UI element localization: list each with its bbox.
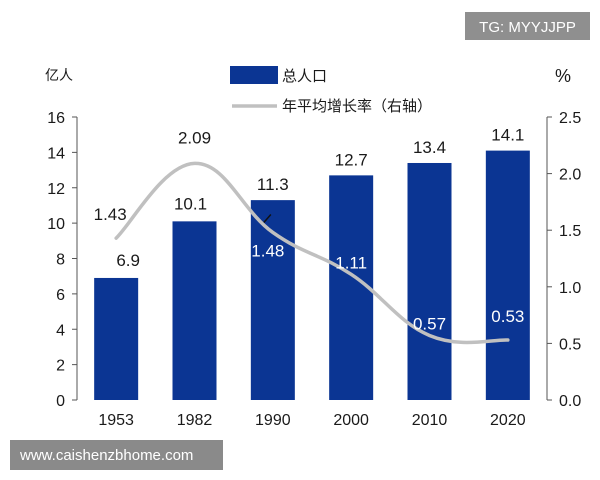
left-tick-label: 8 <box>56 252 65 269</box>
line-value-label: 1.43 <box>94 205 127 224</box>
legend-label-line: 年平均增长率（右轴） <box>282 97 432 115</box>
x-tick-label: 1982 <box>177 412 213 429</box>
left-tick-label: 0 <box>56 393 65 410</box>
bar-value-label: 12.7 <box>335 150 368 169</box>
left-tick-label: 10 <box>47 216 65 233</box>
line-value-label: 2.09 <box>178 128 211 147</box>
left-tick-label: 2 <box>56 358 65 375</box>
line-value-label: 1.11 <box>335 253 367 272</box>
left-tick-label: 12 <box>47 181 65 198</box>
x-tick-label: 1953 <box>98 412 134 429</box>
watermark-top-right: TG: MYYJJPP <box>465 12 590 40</box>
bar-1953 <box>94 277 139 400</box>
legend-swatch-bar <box>230 66 278 84</box>
bar-value-label: 14.1 <box>491 126 524 145</box>
x-tick-label: 1990 <box>255 412 291 429</box>
x-tick-label: 2020 <box>490 412 526 429</box>
bar-value-label: 6.9 <box>116 251 140 270</box>
x-tick-label: 2010 <box>412 412 448 429</box>
bar-value-label: 13.4 <box>413 138 446 157</box>
right-tick-label: 0.0 <box>559 393 581 410</box>
right-tick-label: 2.0 <box>559 167 581 184</box>
right-tick-label: 0.5 <box>559 336 581 353</box>
growth-rate-line <box>114 161 510 345</box>
left-tick-label: 14 <box>47 145 65 162</box>
right-tick-label: 1.5 <box>559 223 581 240</box>
bar-2010 <box>407 162 452 400</box>
line-value-label: 0.53 <box>491 307 524 326</box>
watermark-bottom-left: www.caishenzbhome.com <box>10 440 223 470</box>
left-tick-label: 6 <box>56 287 65 304</box>
line-value-label: 0.57 <box>413 314 446 333</box>
right-tick-label: 2.5 <box>559 110 581 127</box>
legend-label-bar: 总人口 <box>282 67 327 85</box>
line-value-label: 1.48 <box>251 241 284 260</box>
x-tick-label: 2000 <box>333 412 369 429</box>
bar-value-label: 11.3 <box>257 175 289 194</box>
bar-1982 <box>172 221 217 400</box>
right-axis-unit-label: % <box>555 66 571 86</box>
bar-value-label: 10.1 <box>174 194 207 213</box>
left-axis-unit-label: 亿人 <box>45 68 73 84</box>
left-tick-label: 16 <box>47 110 65 127</box>
bar-2020 <box>485 150 530 400</box>
bar-1990 <box>250 200 295 400</box>
leader-line-1990 <box>263 213 272 223</box>
right-tick-label: 1.0 <box>559 280 581 297</box>
left-tick-label: 4 <box>56 322 65 339</box>
